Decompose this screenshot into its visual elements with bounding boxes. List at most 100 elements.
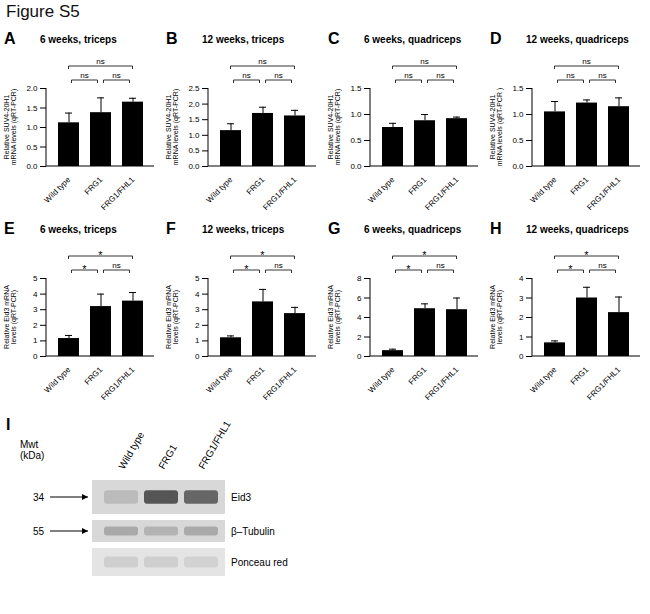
svg-text:ns: ns [404,71,412,80]
svg-text:ns: ns [420,57,428,66]
svg-text:FRG1: FRG1 [569,175,591,197]
svg-text:0.0: 0.0 [26,162,38,171]
svg-text:ns: ns [436,261,444,270]
svg-text:FRG1: FRG1 [83,175,105,197]
svg-text:Wild type: Wild type [529,365,559,395]
svg-text:Wild type: Wild type [116,430,146,471]
svg-text:I: I [6,416,10,433]
svg-text:0.0: 0.0 [188,162,200,171]
svg-text:Relative SUV4-20H1mRNA levels: Relative SUV4-20H1mRNA levels (qRT-PCR) [327,89,342,166]
svg-text:ns: ns [274,261,282,270]
svg-text:*: * [98,249,103,261]
svg-text:FRG1: FRG1 [569,365,591,387]
svg-text:34: 34 [33,492,45,503]
svg-text:Wild type: Wild type [529,175,559,205]
svg-text:1.5: 1.5 [350,84,362,93]
svg-text:2: 2 [357,333,362,342]
svg-text:5: 5 [33,274,38,283]
svg-text:2.0: 2.0 [26,84,38,93]
svg-text:0.5: 0.5 [350,136,362,145]
svg-text:5: 5 [195,274,200,283]
svg-text:4: 4 [195,290,200,299]
svg-text:ns: ns [80,71,88,80]
svg-text:4: 4 [519,274,524,283]
svg-text:FRG1: FRG1 [156,442,179,471]
svg-text:3: 3 [519,294,524,303]
svg-text:1.0: 1.0 [350,110,362,119]
svg-text:FRG1/FHL1: FRG1/FHL1 [196,418,233,471]
svg-text:*: * [244,263,249,275]
svg-text:Relative Eid3 mRNAlevels (qRT-: Relative Eid3 mRNAlevels (qRT-PCR) [165,285,180,349]
svg-text:FRG1: FRG1 [407,365,429,387]
svg-text:2: 2 [33,321,38,330]
svg-text:Wild type: Wild type [367,175,397,205]
svg-text:Mwt(kDa): Mwt(kDa) [20,439,44,461]
svg-text:4: 4 [357,313,362,322]
svg-text:Wild type: Wild type [205,175,235,205]
svg-text:ns: ns [566,71,574,80]
svg-text:0.0: 0.0 [512,162,524,171]
svg-text:0.5: 0.5 [188,146,200,155]
svg-text:Wild type: Wild type [367,365,397,395]
svg-text:β–Tubulin: β–Tubulin [231,526,275,537]
svg-text:4: 4 [33,290,38,299]
svg-text:Wild type: Wild type [43,365,73,395]
svg-text:3: 3 [33,305,38,314]
svg-text:2: 2 [519,313,524,322]
svg-text:Eid3: Eid3 [231,492,251,503]
svg-text:FRG1/FHL1: FRG1/FHL1 [585,175,622,212]
svg-text:0: 0 [195,352,200,361]
svg-text:1: 1 [519,333,524,342]
svg-text:FRG1/FHL1: FRG1/FHL1 [423,175,460,212]
svg-text:Relative Eid3 mRNAlevels (qRT-: Relative Eid3 mRNAlevels (qRT-PCR) [3,285,18,349]
svg-text:2: 2 [195,321,200,330]
svg-text:FRG1/FHL1: FRG1/FHL1 [585,365,622,402]
svg-text:*: * [406,263,411,275]
svg-text:Relative SUV4-20H1mRNA levels: Relative SUV4-20H1mRNA levels (qRT-PCR) [3,89,18,166]
svg-text:Relative Eid3 mRNAlevels (qRT-: Relative Eid3 mRNAlevels (qRT-PCR) [327,285,342,349]
svg-text:6: 6 [357,294,362,303]
svg-text:Ponceau red: Ponceau red [231,557,288,568]
svg-text:FRG1/FHL1: FRG1/FHL1 [99,175,136,212]
svg-text:ns: ns [598,71,606,80]
svg-text:ns: ns [112,261,120,270]
svg-text:FRG1: FRG1 [83,365,105,387]
svg-text:ns: ns [274,71,282,80]
svg-text:55: 55 [33,526,45,537]
svg-text:*: * [82,263,87,275]
svg-text:ns: ns [436,71,444,80]
svg-text:Relative SUV4-20H1mRNA levels: Relative SUV4-20H1mRNA levels (qRT-PCR) [165,89,180,166]
svg-text:FRG1/FHL1: FRG1/FHL1 [99,365,136,402]
svg-text:*: * [568,263,573,275]
svg-text:ns: ns [258,57,266,66]
svg-text:1.0: 1.0 [188,131,200,140]
svg-text:8: 8 [357,274,362,283]
svg-text:Wild type: Wild type [205,365,235,395]
svg-text:*: * [584,249,589,261]
svg-text:FRG1/FHL1: FRG1/FHL1 [261,175,298,212]
svg-text:*: * [422,249,427,261]
svg-text:0.5: 0.5 [512,136,524,145]
svg-text:ns: ns [242,71,250,80]
svg-text:Wild type: Wild type [43,175,73,205]
svg-text:ns: ns [112,71,120,80]
svg-text:1: 1 [195,336,200,345]
svg-text:FRG1: FRG1 [245,365,267,387]
svg-text:Relative SUV4-20H1mRNA levels: Relative SUV4-20H1mRNA levels (qRT-PCR ) [489,88,504,166]
svg-text:2.5: 2.5 [188,84,200,93]
svg-text:0: 0 [33,352,38,361]
svg-text:FRG1/FHL1: FRG1/FHL1 [261,365,298,402]
svg-text:1: 1 [33,336,38,345]
svg-text:3: 3 [195,305,200,314]
svg-text:0: 0 [519,352,524,361]
svg-text:1.0: 1.0 [26,123,38,132]
svg-text:ns: ns [598,261,606,270]
svg-text:*: * [260,249,265,261]
svg-text:1.5: 1.5 [512,84,524,93]
svg-text:1.5: 1.5 [26,104,38,113]
svg-text:FRG1: FRG1 [245,175,267,197]
svg-text:0.0: 0.0 [350,162,362,171]
svg-text:0.5: 0.5 [26,143,38,152]
svg-text:ns: ns [582,57,590,66]
svg-text:FRG1/FHL1: FRG1/FHL1 [423,365,460,402]
